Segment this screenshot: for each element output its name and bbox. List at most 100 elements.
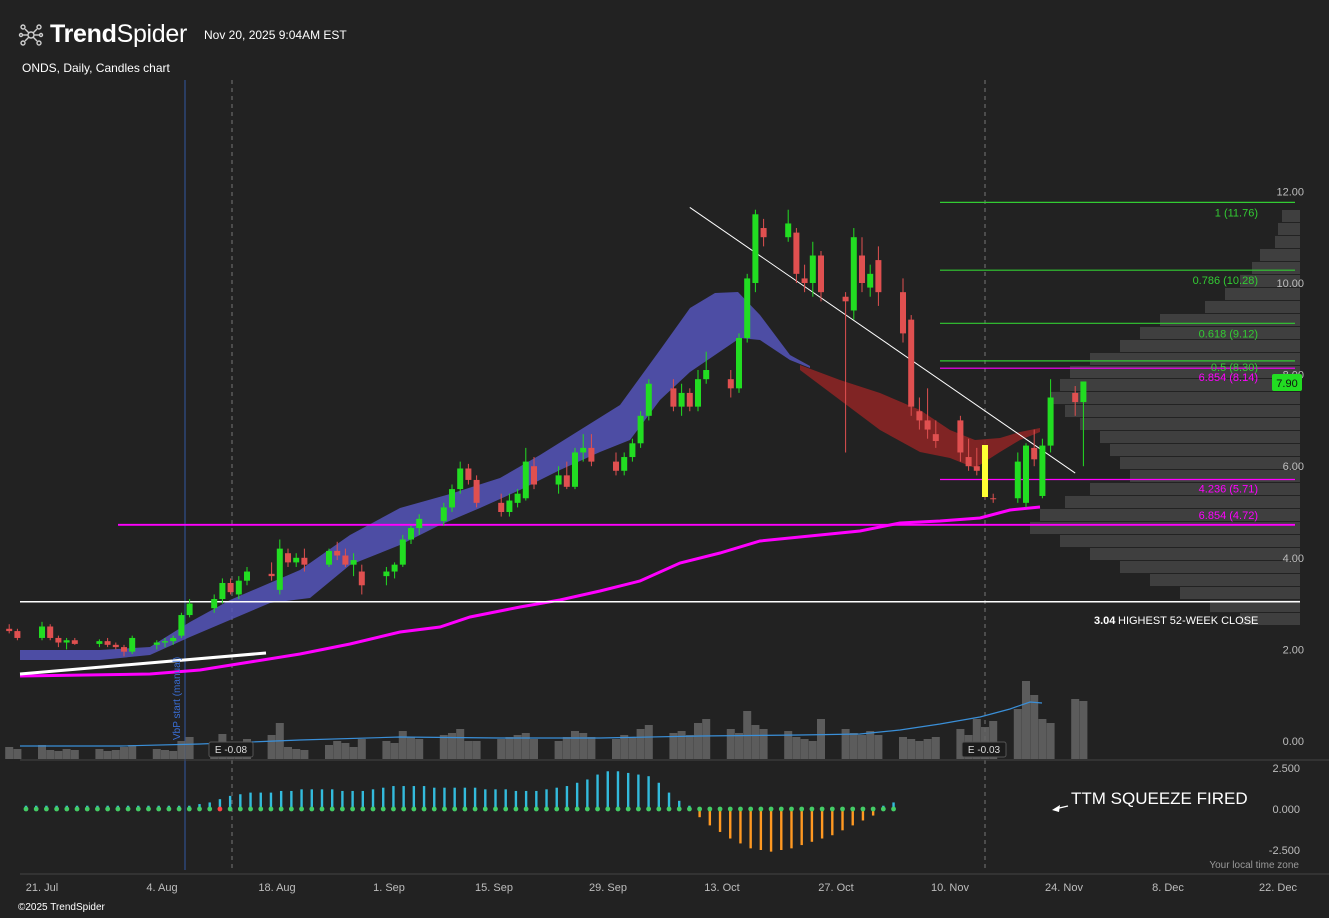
volume-bar (849, 733, 858, 759)
vbp-bar (1260, 249, 1300, 261)
last-price-tag (1272, 374, 1302, 391)
squeeze-dot (840, 806, 845, 812)
squeeze-arrowhead (1052, 805, 1060, 812)
candles-layer[interactable] (6, 209, 1087, 657)
squeeze-dot (380, 806, 386, 812)
highest-close-value: 3.04 (1094, 615, 1116, 627)
vbp-bar (1120, 340, 1300, 352)
candle-body (973, 466, 980, 471)
spider-logo-icon (18, 23, 44, 46)
squeeze-dot (268, 806, 274, 812)
volume-bar (956, 729, 965, 759)
vbp-bar (1140, 327, 1300, 339)
squeeze-dot (95, 806, 100, 812)
volume-bar (46, 750, 55, 759)
candle-body (752, 214, 759, 283)
vbp-bar (1205, 301, 1300, 313)
candle-body (211, 599, 218, 609)
vbp-bar (1252, 262, 1300, 274)
volume-bar (54, 751, 63, 759)
candle-body (104, 641, 111, 645)
squeeze-dot (687, 806, 692, 812)
candle-body (71, 640, 78, 644)
fib-level-label: 4.236 (5.71) (1199, 483, 1258, 495)
squeeze-dot (370, 806, 376, 812)
vbp-bar (1240, 275, 1300, 287)
squeeze-dot (472, 806, 478, 812)
candle-body (514, 493, 521, 503)
squeeze-dot (544, 806, 549, 812)
squeeze-dot (176, 806, 182, 812)
squeeze-dot (482, 806, 488, 812)
volume-bar (390, 743, 399, 759)
price-tick-label: 4.00 (1283, 553, 1304, 565)
squeeze-dot (340, 806, 345, 812)
squeeze-dot (789, 806, 794, 812)
squeeze-dot (156, 806, 162, 812)
volume-bar (513, 735, 522, 759)
candle-body (1023, 445, 1029, 503)
squeeze-dot (288, 806, 294, 812)
volume-bar (792, 737, 801, 759)
candle-body (727, 379, 734, 389)
candle-body (818, 255, 824, 293)
candle-body (580, 447, 587, 453)
volume-bar (817, 719, 825, 759)
volume-bar (357, 739, 366, 759)
vbp-bar (1210, 600, 1300, 612)
candle-body (1014, 461, 1021, 499)
squeeze-dot (503, 806, 509, 812)
candle-body (1080, 381, 1087, 403)
squeeze-dot (360, 806, 366, 812)
volume-bar (177, 741, 186, 759)
candle-body (1072, 392, 1079, 403)
squeeze-dot (105, 806, 111, 812)
squeeze-dot (319, 806, 325, 812)
squeeze-tick-label: -2.500 (1269, 845, 1300, 857)
vbp-bar (1180, 587, 1300, 599)
candle-body (900, 292, 906, 334)
squeeze-dot (401, 806, 407, 812)
squeeze-dot (768, 806, 774, 812)
candle-body (760, 228, 767, 238)
date-tick-label: 24. Nov (1045, 882, 1083, 894)
candle-body (1039, 445, 1046, 496)
candle-body (449, 489, 455, 508)
candle-body (867, 273, 874, 288)
early-trendline (19, 651, 267, 676)
volume-bar (267, 735, 276, 759)
candle-body (703, 370, 710, 380)
squeeze-dot (850, 806, 856, 812)
candle-body (358, 571, 365, 586)
volume-bar (152, 749, 161, 759)
squeeze-dot (554, 806, 560, 812)
candle-body (473, 479, 480, 503)
squeeze-dot (125, 806, 131, 812)
candle-body (350, 560, 357, 565)
earnings-badge (208, 741, 254, 758)
candle-body (55, 637, 62, 643)
candle-body (531, 466, 537, 485)
squeeze-dot (523, 806, 529, 812)
vbp-bar (1050, 392, 1300, 404)
highlight-candle (982, 445, 988, 497)
squeeze-dot (595, 806, 600, 812)
highest-close-label: HIGHEST 52-WEEK CLOSE (1118, 615, 1258, 627)
squeeze-dot (880, 806, 886, 812)
bullish-cloud (20, 292, 810, 660)
fib-level-label: 0.786 (10.28) (1193, 275, 1258, 287)
candle-body (383, 571, 390, 577)
volume-bar (866, 731, 875, 759)
volume-bar (398, 731, 407, 759)
candle-body (695, 379, 701, 407)
date-tick-label: 22. Dec (1259, 882, 1297, 894)
labels-layer: 12.0010.008.006.004.002.000.002.5000.000… (26, 186, 1304, 894)
vbp-bar (1240, 613, 1300, 625)
vbp-bar (1282, 210, 1300, 222)
squeeze-dot (870, 806, 876, 812)
volume-bar (841, 729, 850, 759)
volume-bar (1013, 709, 1022, 759)
candle-body (621, 457, 628, 471)
squeeze-tick-label: 0.000 (1272, 804, 1300, 816)
